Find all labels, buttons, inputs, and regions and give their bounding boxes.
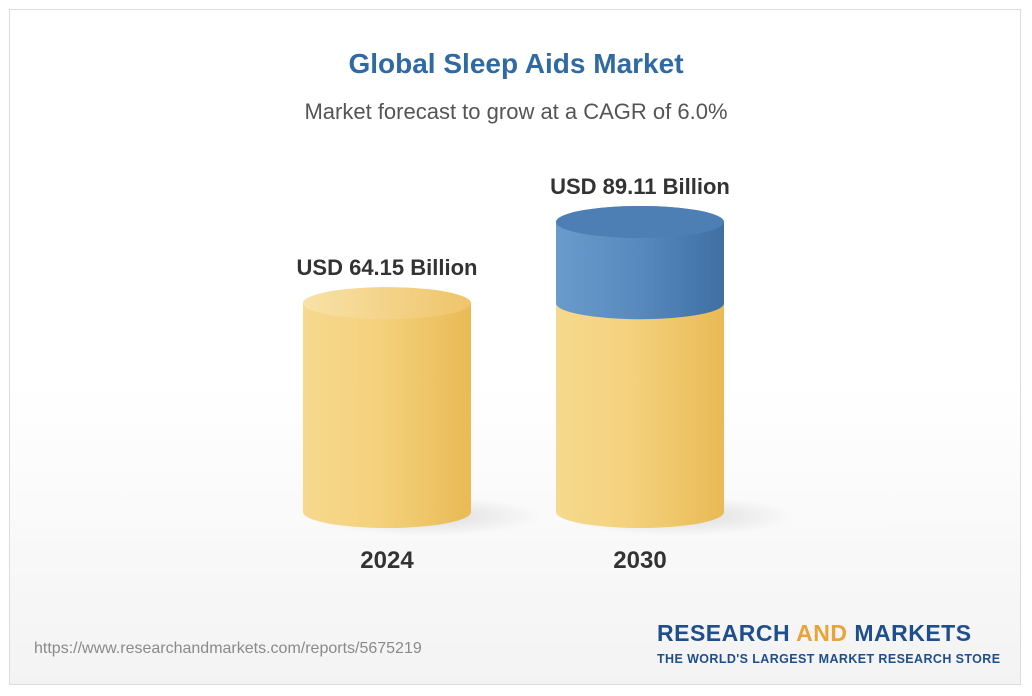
data-label: USD 64.15 Billion xyxy=(297,255,478,280)
bar-2024: USD 64.15 Billion 2024 xyxy=(297,255,541,574)
data-label: USD 89.11 Billion xyxy=(550,174,730,199)
brand-research: RESEARCH xyxy=(657,620,797,646)
bar-top xyxy=(303,287,471,320)
chart-subtitle: Market forecast to grow at a CAGR of 6.0… xyxy=(304,99,728,124)
chart-title: Global Sleep Aids Market xyxy=(348,48,684,79)
bar-top xyxy=(556,206,724,238)
brand-logo: RESEARCH AND MARKETS xyxy=(657,620,997,647)
category-label: 2030 xyxy=(613,547,666,574)
bar-body xyxy=(303,287,471,528)
brand-markets: MARKETS xyxy=(847,620,972,646)
bar-base-segment xyxy=(556,287,724,528)
chart-frame xyxy=(9,9,1021,685)
brand-tagline: THE WORLD'S LARGEST MARKET RESEARCH STOR… xyxy=(657,652,1001,666)
brand-and: AND xyxy=(796,620,848,646)
source-url: https://www.researchandmarkets.com/repor… xyxy=(34,640,422,657)
bar-2030: USD 89.11 Billion 2030 xyxy=(550,174,794,574)
category-label: 2024 xyxy=(360,547,414,574)
